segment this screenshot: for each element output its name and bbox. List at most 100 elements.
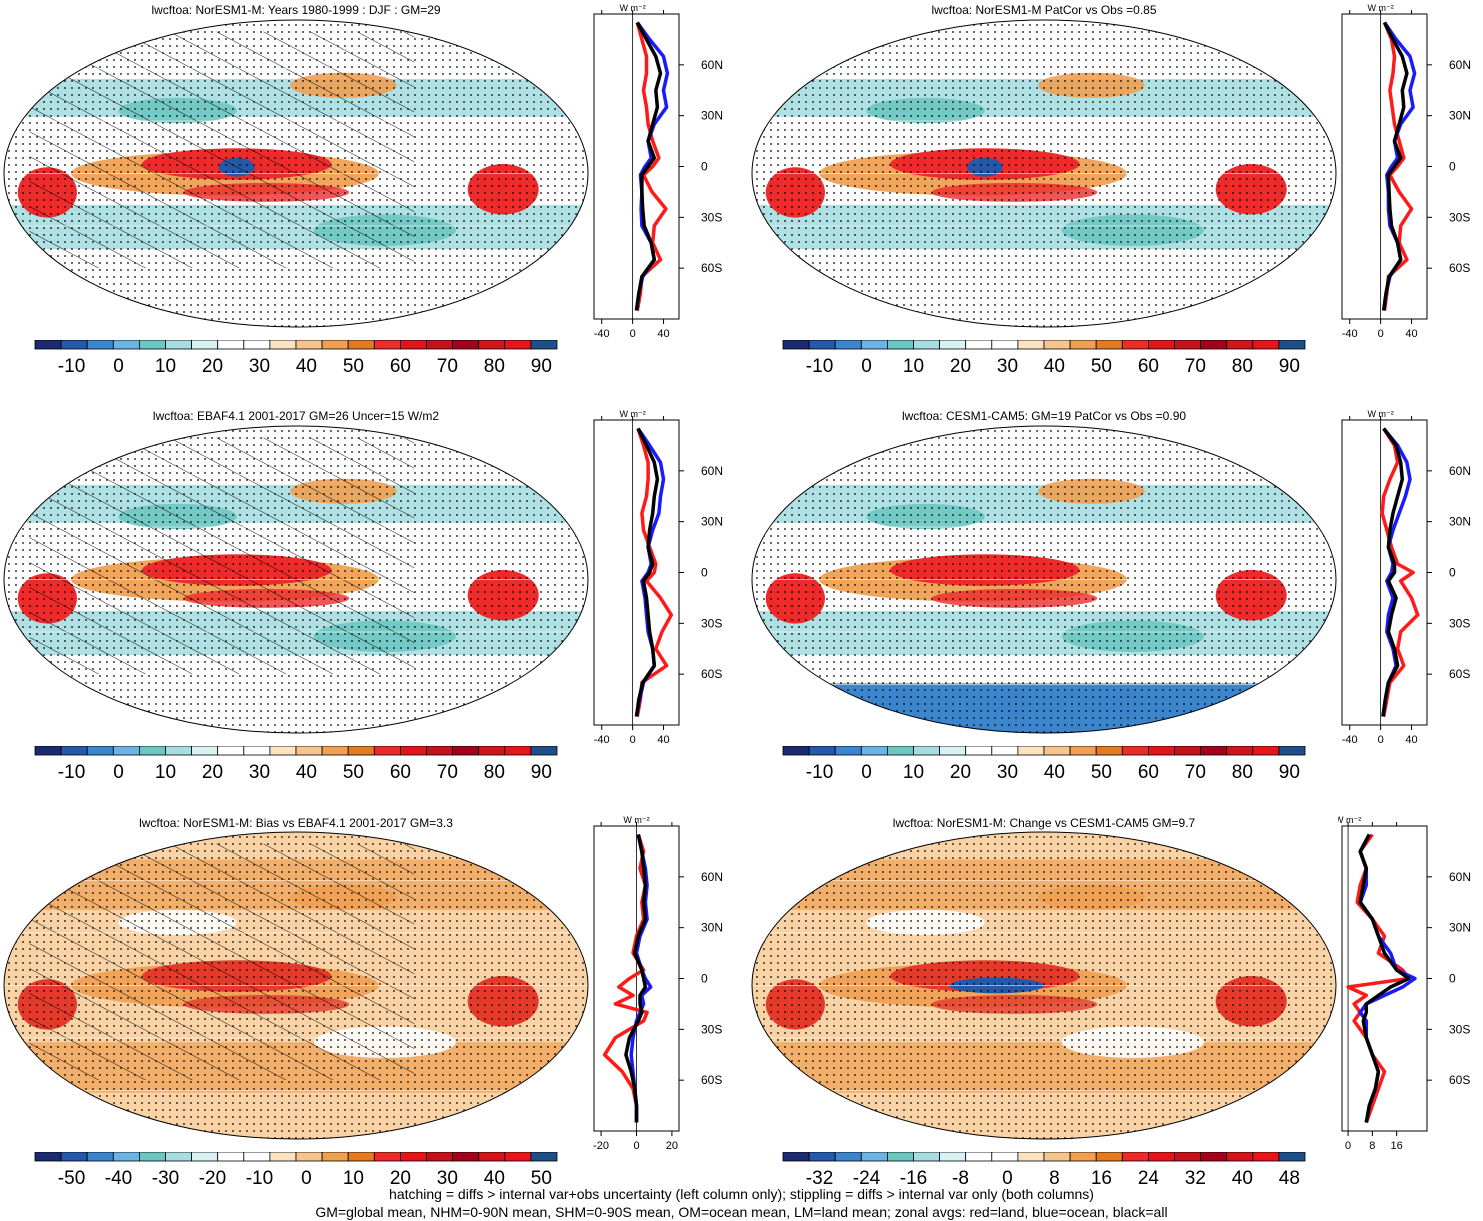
colorbar-swatch <box>321 340 349 350</box>
colorbar: -50 -40 -30 -20 -10 0 10 20 30 40 50 <box>34 1152 558 1189</box>
zonal-mean-plot: W m⁻² -40 0 40 60N 30N 0 30S 60S <box>1341 3 1471 340</box>
colorbar-swatch <box>1147 1152 1175 1162</box>
zonal-xtick-label: -40 <box>594 734 610 746</box>
colorbar-label: 50 <box>1091 762 1112 783</box>
colorbar-swatch <box>991 1152 1019 1162</box>
map-field <box>751 831 1337 1140</box>
colorbar-swatch <box>269 340 297 350</box>
zonal-lat-label: 30S <box>701 210 722 224</box>
colorbar-label: -10 <box>58 762 85 783</box>
colorbar: -32 -24 -16 -8 0 8 16 24 32 40 48 <box>782 1152 1306 1189</box>
map-field <box>751 19 1337 328</box>
panel-title: lwcftoa: NorESM1-M: Bias vs EBAF4.1 2001… <box>139 816 453 830</box>
panel-title: lwcftoa: EBAF4.1 2001-2017 GM=26 Uncer=1… <box>152 409 440 423</box>
colorbar-swatch <box>530 1152 558 1162</box>
zonal-xtick-label: 40 <box>657 734 669 746</box>
colorbar-label: 90 <box>1279 762 1300 783</box>
panel-title: lwcftoa: CESM1-CAM5: GM=19 PatCor vs Obs… <box>901 409 1187 423</box>
colorbar-label: 48 <box>1279 1168 1300 1189</box>
colorbar-label: 70 <box>437 762 458 783</box>
colorbar-swatch <box>321 746 349 756</box>
colorbar-swatch <box>373 1152 401 1162</box>
colorbar-swatch <box>426 746 454 756</box>
colorbar-swatch <box>1226 1152 1254 1162</box>
colorbar-label: -40 <box>105 1168 132 1189</box>
colorbar-swatch <box>112 1152 140 1162</box>
zonal-unit-label: W m⁻² <box>1368 409 1394 419</box>
colorbar-swatch <box>1147 746 1175 756</box>
colorbar-swatch <box>991 746 1019 756</box>
colorbar-label: 8 <box>1049 1168 1060 1189</box>
zonal-lat-label: 60S <box>1449 1073 1470 1087</box>
colorbar-label: -24 <box>853 1168 881 1189</box>
zonal-xtick-label: 40 <box>1405 328 1417 340</box>
colorbar-swatch <box>165 1152 193 1162</box>
colorbar-swatch <box>1278 340 1306 350</box>
colorbar-swatch <box>504 1152 532 1162</box>
colorbar-swatch <box>426 340 454 350</box>
colorbar-label: 40 <box>296 356 317 377</box>
colorbar-swatch <box>243 746 271 756</box>
colorbar-swatch <box>478 340 506 350</box>
colorbar-swatch <box>860 746 888 756</box>
colorbar-swatch <box>165 746 193 756</box>
colorbar-swatch <box>504 746 532 756</box>
zonal-lat-label: 30S <box>1449 616 1470 630</box>
colorbar-swatch <box>834 746 862 756</box>
colorbar-swatch <box>939 1152 967 1162</box>
colorbar-swatch <box>217 1152 245 1162</box>
zonal-mean-plot: W m⁻² -40 0 40 60N 30N 0 30S 60S <box>593 3 723 340</box>
colorbar-swatch <box>86 340 114 350</box>
colorbar-label: 40 <box>1044 356 1065 377</box>
colorbar-swatch <box>1174 1152 1202 1162</box>
colorbar-label: -10 <box>246 1168 273 1189</box>
zonal-mean-plot: W m⁻² -40 0 40 60N 30N 0 30S 60S <box>1341 409 1471 746</box>
colorbar-swatch <box>530 340 558 350</box>
colorbar-swatch <box>191 340 219 350</box>
colorbar-label: 10 <box>903 356 924 377</box>
zonal-series-land <box>635 427 674 717</box>
zonal-series-land <box>1380 427 1420 717</box>
colorbar-label: 0 <box>113 356 124 377</box>
colorbar-label: 30 <box>249 762 270 783</box>
zonal-lat-label: 60S <box>701 667 722 681</box>
colorbar-swatch <box>808 340 836 350</box>
colorbar-label: 80 <box>484 356 505 377</box>
colorbar-label: 20 <box>950 356 971 377</box>
colorbar-swatch <box>138 340 166 350</box>
colorbar-swatch <box>1174 340 1202 350</box>
colorbar-swatch <box>530 746 558 756</box>
colorbar-swatch <box>34 746 62 756</box>
colorbar-label: 50 <box>343 762 364 783</box>
colorbar-swatch <box>782 340 810 350</box>
zonal-lat-label: 30N <box>701 921 723 935</box>
zonal-lat-label: 0 <box>1449 160 1456 174</box>
colorbar-swatch <box>1278 1152 1306 1162</box>
zonal-lat-label: 60N <box>701 870 723 884</box>
colorbar-label: 0 <box>861 356 872 377</box>
colorbar-swatch <box>452 746 480 756</box>
colorbar-label: -32 <box>806 1168 833 1189</box>
colorbar-swatch <box>478 1152 506 1162</box>
colorbar-swatch <box>504 340 532 350</box>
colorbar-swatch <box>243 1152 271 1162</box>
zonal-lat-label: 30S <box>1449 210 1470 224</box>
colorbar-swatch <box>86 746 114 756</box>
colorbar-label: 60 <box>1138 762 1159 783</box>
colorbar-swatch <box>34 1152 62 1162</box>
zonal-lat-label: 30N <box>1449 109 1471 123</box>
colorbar-label: 60 <box>390 356 411 377</box>
colorbar-swatch <box>1095 746 1123 756</box>
map-field <box>751 425 1337 734</box>
colorbar-label: 10 <box>155 762 176 783</box>
colorbar-label: 20 <box>202 762 223 783</box>
colorbar-swatch <box>860 340 888 350</box>
zonal-lat-label: 30N <box>1449 515 1471 529</box>
colorbar-swatch <box>191 746 219 756</box>
zonal-lat-label: 0 <box>1449 972 1456 986</box>
colorbar-swatch <box>452 1152 480 1162</box>
colorbar-swatch <box>60 1152 88 1162</box>
panel-title: lwcftoa: NorESM1-M: Change vs CESM1-CAM5… <box>892 816 1196 830</box>
zonal-lat-label: 60S <box>701 1073 722 1087</box>
zonal-unit-label: W m⁻² <box>1338 815 1361 825</box>
